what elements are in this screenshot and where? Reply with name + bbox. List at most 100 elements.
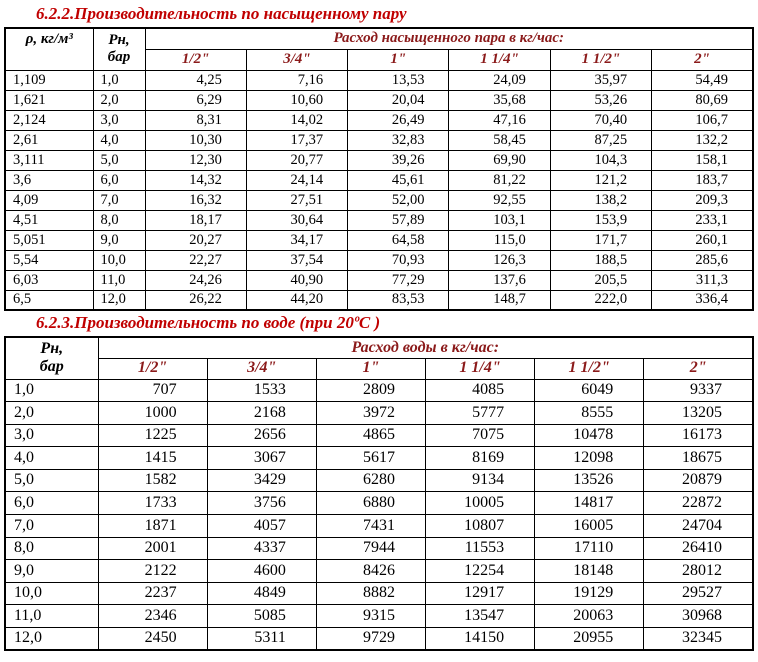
cell: 40,90 bbox=[245, 269, 349, 291]
cell: 1,621 bbox=[4, 89, 94, 111]
cell: 205,5 bbox=[549, 269, 653, 291]
cell: 5,051 bbox=[4, 229, 94, 251]
cell: 39,26 bbox=[347, 149, 450, 171]
cell: 2450 bbox=[97, 627, 208, 651]
size-header-2-inch: 2" bbox=[643, 357, 754, 380]
cell: 126,3 bbox=[448, 249, 551, 271]
cell: 64,58 bbox=[347, 229, 450, 251]
cell: 30,64 bbox=[245, 209, 349, 231]
cell: 2809 bbox=[315, 378, 426, 403]
cell: 92,55 bbox=[448, 189, 551, 211]
cell: 47,16 bbox=[448, 109, 551, 131]
cell: 11,0 bbox=[92, 269, 146, 291]
cell: 2656 bbox=[206, 423, 317, 448]
cell: 9,0 bbox=[92, 229, 146, 251]
cell: 9729 bbox=[315, 627, 426, 651]
cell: 13205 bbox=[643, 401, 754, 425]
cell: 83,53 bbox=[347, 289, 450, 311]
size-header-1-1-4-inch: 1 1/4" bbox=[448, 48, 551, 71]
water-header-row-1: Рн, бар Расход воды в кг/час: bbox=[4, 336, 754, 380]
cell: 1582 bbox=[97, 468, 208, 493]
cell: 12254 bbox=[424, 559, 536, 583]
cell: 9,0 bbox=[4, 559, 99, 583]
steam-header-row-2: 1/2" 3/4" 1" 1 1/4" 1 1/2" 2" bbox=[5, 48, 754, 71]
table-row: 2,61 4,0 10,30 17,37 32,83 58,45 87,25 132,2 bbox=[4, 129, 754, 151]
cell: 35,97 bbox=[549, 69, 653, 91]
size-header-1-1-4-inch: 1 1/4" bbox=[424, 357, 536, 380]
cell: 104,3 bbox=[549, 149, 653, 171]
cell: 7431 bbox=[315, 514, 426, 538]
cell: 16173 bbox=[643, 423, 754, 448]
table-row: 1,621 2,0 6,29 10,60 20,04 35,68 53,26 80,69 bbox=[4, 89, 754, 111]
cell: 3,6 bbox=[4, 169, 94, 191]
cell: 311,3 bbox=[651, 269, 754, 291]
cell: 11553 bbox=[424, 536, 536, 561]
cell: 260,1 bbox=[651, 229, 754, 251]
cell: 6049 bbox=[534, 378, 645, 403]
cell: 1,0 bbox=[92, 69, 146, 91]
cell: 2346 bbox=[97, 604, 208, 629]
cell: 188,5 bbox=[549, 249, 653, 271]
cell: 18675 bbox=[643, 446, 754, 470]
cell: 2,0 bbox=[4, 401, 99, 425]
cell: 6,0 bbox=[4, 491, 99, 516]
size-header-3-4-inch: 3/4" bbox=[245, 48, 349, 71]
cell: 32345 bbox=[643, 627, 754, 651]
cell: 10478 bbox=[534, 423, 645, 448]
cell: 6,29 bbox=[144, 89, 247, 111]
cell: 1871 bbox=[97, 514, 208, 538]
cell: 1733 bbox=[97, 491, 208, 516]
cell: 4849 bbox=[206, 581, 317, 606]
size-header-3-4-inch: 3/4" bbox=[206, 357, 317, 380]
cell: 20955 bbox=[534, 627, 645, 651]
cell: 132,2 bbox=[651, 129, 754, 151]
table-row: 6,5 12,0 26,22 44,20 83,53 148,7 222,0 336,4 bbox=[4, 289, 754, 311]
cell: 10,30 bbox=[144, 129, 247, 151]
cell: 1533 bbox=[206, 378, 317, 403]
cell: 171,7 bbox=[549, 229, 653, 251]
cell: 6,5 bbox=[4, 289, 94, 311]
cell: 6880 bbox=[315, 491, 426, 516]
table-row: 3,6 6,0 14,32 24,14 45,61 81,22 121,2 183,7 bbox=[4, 169, 754, 191]
table-row: 4,09 7,0 16,32 27,51 52,00 92,55 138,2 209,3 bbox=[4, 189, 754, 211]
cell: 24,09 bbox=[448, 69, 551, 91]
cell: 115,0 bbox=[448, 229, 551, 251]
cell: 3,111 bbox=[4, 149, 94, 171]
cell: 9337 bbox=[643, 378, 754, 403]
cell: 20063 bbox=[534, 604, 645, 629]
cell: 70,40 bbox=[549, 109, 653, 131]
cell: 8426 bbox=[315, 559, 426, 583]
cell: 22872 bbox=[643, 491, 754, 516]
cell: 30968 bbox=[643, 604, 754, 629]
cell: 12,0 bbox=[4, 627, 99, 651]
cell: 707 bbox=[97, 378, 208, 403]
cell: 18,17 bbox=[144, 209, 247, 231]
cell: 16005 bbox=[534, 514, 645, 538]
cell: 8,0 bbox=[4, 536, 99, 561]
table-row: 6,03 11,0 24,26 40,90 77,29 137,6 205,5 311,3 bbox=[4, 269, 754, 291]
cell: 2,0 bbox=[92, 89, 146, 111]
cell: 20,77 bbox=[245, 149, 349, 171]
cell: 12,30 bbox=[144, 149, 247, 171]
cell: 8169 bbox=[424, 446, 536, 470]
cell: 26,49 bbox=[347, 109, 450, 131]
cell: 336,4 bbox=[651, 289, 754, 311]
cell: 3429 bbox=[206, 468, 317, 493]
cell: 57,89 bbox=[347, 209, 450, 231]
cell: 81,22 bbox=[448, 169, 551, 191]
table-row: 4,51 8,0 18,17 30,64 57,89 103,1 153,9 233,1 bbox=[4, 209, 754, 231]
cell: 209,3 bbox=[651, 189, 754, 211]
water-flow-span-header: Расход воды в кг/час: bbox=[97, 336, 754, 359]
water-table-body: 1,0 707 1533 2809 4085 6049 9337 2,0 1000 2168 397… bbox=[4, 378, 754, 651]
cell: 11,0 bbox=[4, 604, 99, 629]
table-row: 4,0 1415 3067 5617 8169 12098 18675 bbox=[4, 446, 754, 470]
cell: 87,25 bbox=[549, 129, 653, 151]
cell: 103,1 bbox=[448, 209, 551, 231]
table-row: 3,111 5,0 12,30 20,77 39,26 69,90 104,3 158,1 bbox=[4, 149, 754, 171]
table-row: 3,0 1225 2656 4865 7075 10478 16173 bbox=[4, 423, 754, 448]
cell: 13,53 bbox=[347, 69, 450, 91]
table-row: 2,0 1000 2168 3972 5777 8555 13205 bbox=[4, 401, 754, 425]
section-1-title: 6.2.2.Производительность по насыщенному … bbox=[36, 4, 407, 23]
pressure-column-header: Рн, бар bbox=[4, 336, 99, 380]
